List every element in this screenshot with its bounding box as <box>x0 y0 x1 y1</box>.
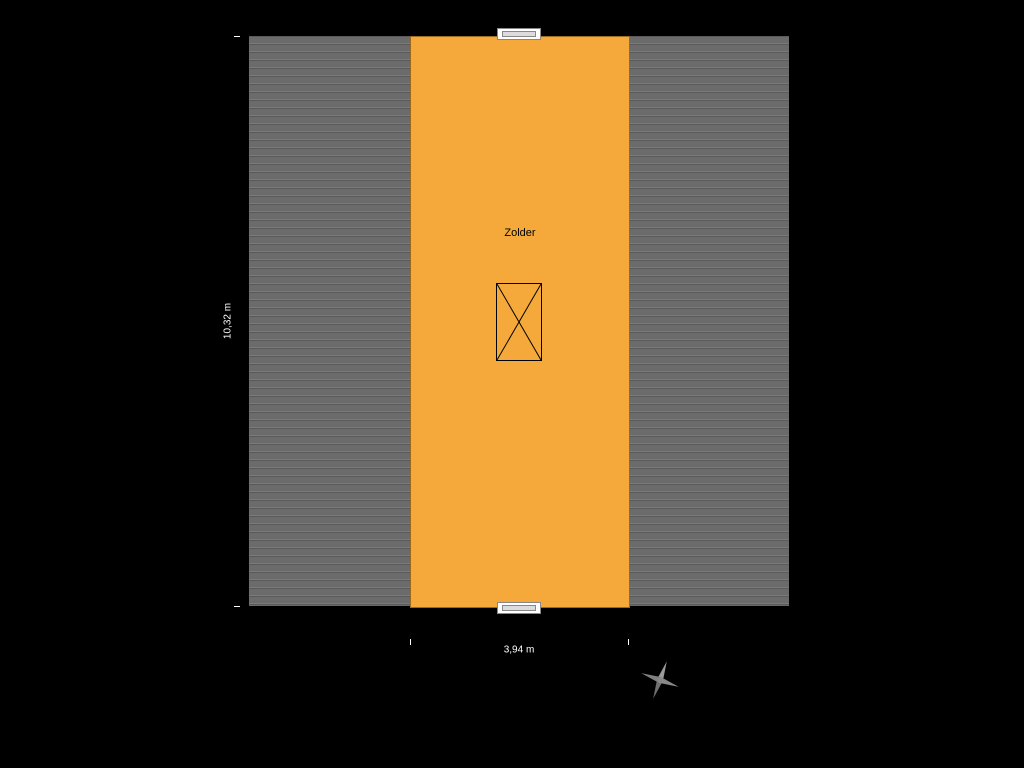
roof-right-stripes <box>628 36 789 606</box>
skylight-top <box>497 28 541 40</box>
roof-right <box>628 36 789 606</box>
attic-hatch <box>496 283 542 361</box>
roof-left-stripes <box>249 36 410 606</box>
dim-h-tick-left <box>410 639 411 645</box>
room-zolder: Zolder <box>410 36 630 608</box>
dim-h-tick-right <box>628 639 629 645</box>
roof-left <box>249 36 410 606</box>
hatch-x-icon <box>497 284 541 360</box>
dim-v-tick-top <box>234 36 240 37</box>
dim-horizontal-label: 3,94 m <box>504 645 535 656</box>
skylight-bottom <box>497 602 541 614</box>
dim-v-tick-bottom <box>234 606 240 607</box>
dim-vertical-label: 10,32 m <box>223 303 234 339</box>
skylight-top-inner <box>502 31 536 37</box>
room-label: Zolder <box>504 227 535 239</box>
compass-icon <box>632 652 688 708</box>
skylight-bottom-inner <box>502 605 536 611</box>
floor-plan-canvas: Zolder 10,32 m 3,94 m <box>0 0 1024 768</box>
